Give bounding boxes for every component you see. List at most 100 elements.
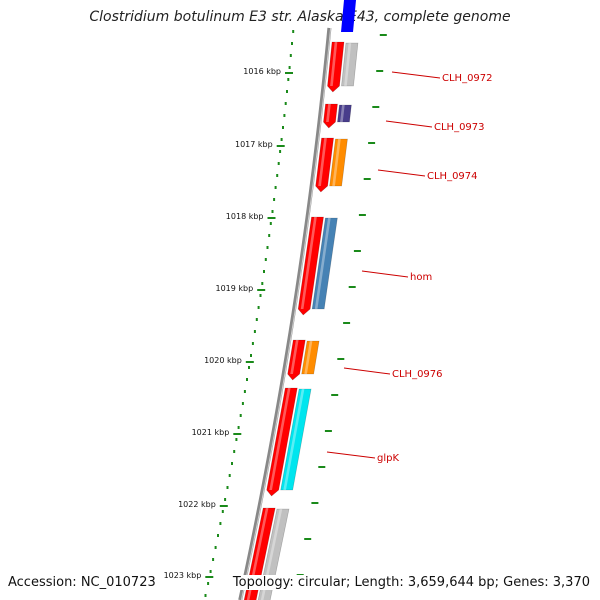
track-dot	[214, 546, 217, 549]
track-dot	[264, 258, 267, 261]
track-dot	[276, 174, 279, 177]
kbp-label: 1020 kbp	[204, 356, 242, 365]
track-dot	[255, 318, 258, 321]
track-dot	[253, 330, 256, 333]
track-dot	[243, 390, 246, 393]
inner-tick	[311, 502, 319, 504]
inner-tick	[368, 142, 376, 144]
track-dot	[226, 486, 229, 489]
kbp-label: 1023 kbp	[164, 571, 202, 580]
track-dot	[235, 438, 238, 441]
track-dot	[204, 594, 207, 597]
gene-feature[interactable]	[280, 388, 312, 491]
kbp-tick	[233, 433, 242, 435]
map-title: Clostridium botulinum E3 str. Alaska E43…	[89, 9, 511, 25]
track-dot	[221, 510, 224, 513]
gene-feature[interactable]	[337, 104, 352, 123]
track-dot	[212, 558, 215, 561]
track-dot	[273, 198, 276, 201]
track-dot	[269, 222, 272, 225]
topology-text: Topology: circular; Length: 3,659,644 bp…	[232, 575, 590, 590]
inner-tick	[331, 394, 339, 396]
cds-arrow[interactable]	[327, 41, 345, 93]
gene-label[interactable]: CLH_0976	[392, 369, 443, 380]
backbone	[238, 27, 332, 600]
gene-feature[interactable]	[301, 340, 320, 375]
kbp-tick	[276, 145, 285, 147]
track-dot	[250, 354, 252, 357]
gene-feature[interactable]	[311, 217, 338, 310]
track-dot	[228, 474, 231, 477]
kbp-label: 1017 kbp	[235, 140, 273, 149]
track-dot	[241, 402, 244, 405]
kbp-tick	[219, 505, 228, 507]
track-dot	[239, 414, 242, 417]
track-dot	[279, 150, 282, 153]
track-dot	[286, 90, 288, 93]
track-dot	[291, 42, 293, 45]
gene-label[interactable]: hom	[410, 272, 432, 283]
kbp-label: 1016 kbp	[243, 67, 281, 76]
gene-label-leader	[391, 71, 441, 79]
kbp-label: 1021 kbp	[192, 428, 230, 437]
gene-label-leader	[326, 451, 376, 459]
kbp-tick	[205, 576, 214, 578]
track-dot	[209, 570, 212, 573]
kbp-tick	[285, 72, 293, 74]
track-dot	[224, 498, 227, 501]
track-dot	[217, 534, 219, 537]
features	[243, 0, 359, 600]
gene-label[interactable]: glpK	[377, 453, 399, 464]
track-dot	[261, 282, 264, 285]
track-dot	[274, 186, 277, 189]
track-dot	[263, 270, 265, 273]
track-dot	[287, 78, 290, 81]
gene-feature[interactable]	[329, 138, 348, 187]
track-dot	[251, 342, 254, 345]
track-dot	[257, 306, 260, 309]
track-dot	[248, 366, 250, 369]
inner-tick	[343, 322, 351, 324]
cds-arrow[interactable]	[315, 137, 334, 193]
track-dot	[284, 102, 287, 105]
accession-text: Accession: NC_010723	[8, 575, 156, 590]
track-dot	[280, 138, 283, 141]
inner-tick	[353, 250, 361, 252]
inner-tick	[318, 466, 326, 468]
gene-label-leader	[361, 270, 409, 278]
track-dot	[237, 426, 240, 429]
track-dot	[271, 210, 274, 213]
track-dot	[259, 294, 262, 297]
track-dot	[289, 54, 292, 57]
gene-label[interactable]: CLH_0974	[427, 171, 478, 182]
inner-tick	[363, 178, 371, 180]
track-dot	[282, 126, 284, 129]
backbone-line	[238, 27, 332, 600]
inner-tick	[304, 538, 312, 540]
cds-arrow[interactable]	[287, 339, 306, 381]
gene-label[interactable]: CLH_0973	[434, 122, 485, 133]
gene-label[interactable]: CLH_0972	[442, 73, 493, 84]
cds-arrow[interactable]	[323, 103, 338, 129]
inner-tick	[324, 430, 332, 432]
cds-arrow[interactable]	[266, 387, 298, 497]
tick-track	[204, 30, 387, 597]
tick-marks: 1016 kbp 1017 kbp 1018 kbp 1019 kbp 1020 kbp…	[164, 67, 293, 580]
track-dot	[266, 246, 269, 249]
kbp-tick	[267, 217, 276, 219]
top-feature	[341, 0, 356, 32]
gene-feature[interactable]	[341, 42, 359, 87]
track-dot	[277, 162, 280, 165]
track-dot	[246, 378, 248, 381]
inner-tick	[348, 286, 356, 288]
kbp-tick	[257, 289, 266, 291]
track-dot	[233, 450, 236, 453]
track-dot	[292, 30, 295, 33]
kbp-tick	[245, 361, 254, 363]
inner-tick	[337, 358, 345, 360]
cds-arrow[interactable]	[297, 216, 324, 316]
track-dot	[268, 234, 271, 237]
track-dot	[231, 462, 233, 465]
